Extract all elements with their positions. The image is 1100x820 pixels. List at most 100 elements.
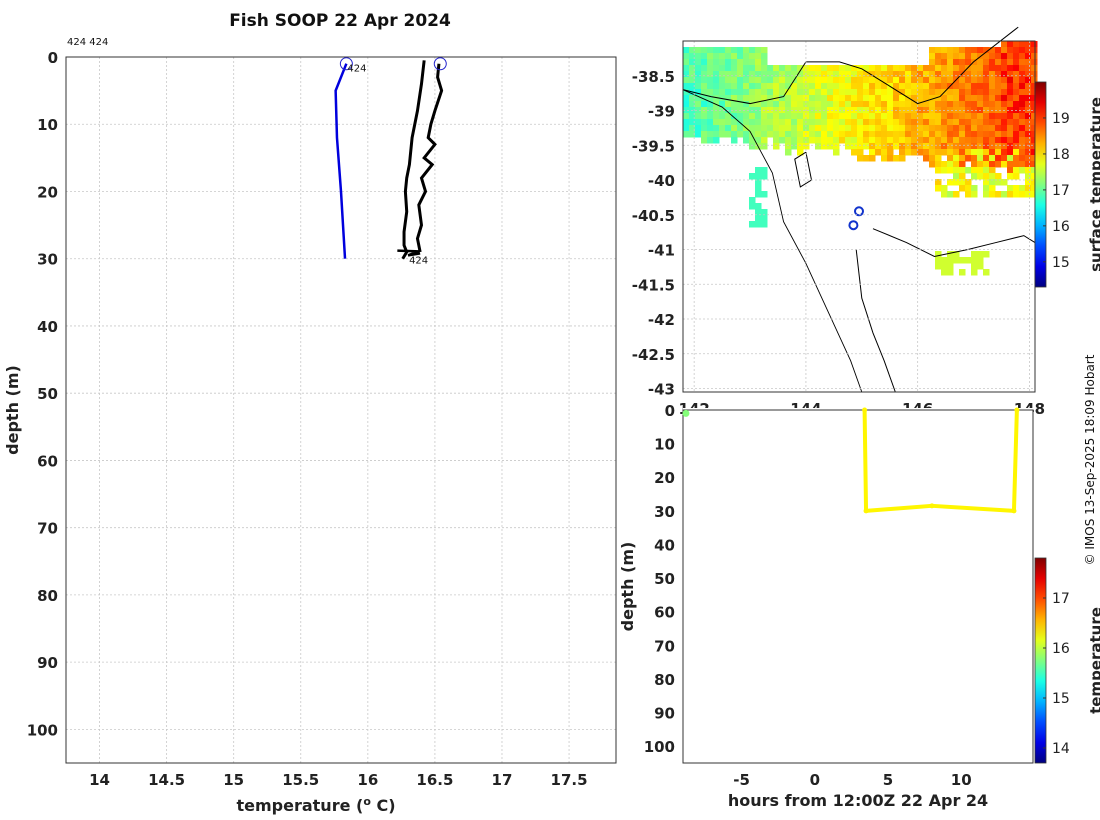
sst-cell bbox=[1007, 65, 1014, 72]
sst-cell bbox=[959, 101, 966, 108]
sst-cell bbox=[815, 65, 822, 72]
sst-cell bbox=[1007, 101, 1014, 108]
sst-cell bbox=[821, 119, 828, 126]
sst-cell bbox=[803, 77, 810, 84]
sst-cell bbox=[989, 53, 996, 60]
sst-cell bbox=[689, 77, 696, 84]
sst-cell bbox=[797, 143, 804, 150]
sst-cell bbox=[935, 131, 942, 138]
sst-cell bbox=[749, 89, 756, 96]
sst-cell bbox=[827, 71, 834, 78]
sst-cell bbox=[695, 95, 702, 102]
sst-cell bbox=[941, 149, 948, 156]
sst-cell bbox=[839, 65, 846, 72]
sst-cell bbox=[953, 149, 960, 156]
sst-cell bbox=[725, 65, 732, 72]
top-note: 424 424 bbox=[67, 37, 108, 48]
sst-cell bbox=[983, 53, 990, 60]
sst-cell bbox=[935, 65, 942, 72]
y-tick-label: 90 bbox=[37, 654, 58, 672]
sst-cell bbox=[983, 65, 990, 72]
sst-cell bbox=[977, 263, 984, 270]
sst-cell bbox=[959, 167, 966, 174]
sst-cell bbox=[971, 251, 978, 258]
sst-cell bbox=[881, 89, 888, 96]
sst-cell bbox=[1025, 53, 1032, 60]
sst-cell bbox=[797, 77, 804, 84]
sst-cell bbox=[947, 269, 954, 276]
sst-cell bbox=[953, 251, 960, 258]
temp-colorbar-tick-label: 15 bbox=[1052, 691, 1070, 707]
sst-cell bbox=[701, 77, 708, 84]
sst-cell bbox=[953, 113, 960, 120]
sst-cell bbox=[977, 83, 984, 90]
sst-cell bbox=[995, 161, 1002, 168]
sst-cell bbox=[683, 125, 690, 132]
sst-cell bbox=[965, 179, 972, 186]
sst-cell bbox=[1007, 95, 1014, 102]
sst-cell bbox=[929, 101, 936, 108]
sst-cell bbox=[839, 137, 846, 144]
sst-cell bbox=[761, 131, 768, 138]
sst-cell bbox=[737, 65, 744, 72]
sst-cell bbox=[755, 167, 762, 174]
sst-cell bbox=[959, 113, 966, 120]
sst-cell bbox=[731, 65, 738, 72]
sst-cell bbox=[947, 263, 954, 270]
sst-cell bbox=[941, 125, 948, 132]
sst-cell bbox=[1019, 101, 1026, 108]
sst-cell bbox=[863, 71, 870, 78]
sst-cell bbox=[761, 137, 768, 144]
sst-cell bbox=[863, 77, 870, 84]
ts-y-tick-label: 90 bbox=[654, 705, 675, 723]
sst-cell bbox=[1025, 143, 1032, 150]
sst-cell bbox=[947, 89, 954, 96]
sst-cell bbox=[911, 89, 918, 96]
sst-cell bbox=[833, 113, 840, 120]
sst-cell bbox=[881, 65, 888, 72]
sst-cell bbox=[695, 89, 702, 96]
sst-cell bbox=[863, 95, 870, 102]
sst-cell bbox=[953, 83, 960, 90]
sst-cell bbox=[809, 125, 816, 132]
sst-cell bbox=[689, 83, 696, 90]
temp-colorbar-bar bbox=[1034, 557, 1047, 764]
sst-cell bbox=[977, 119, 984, 126]
sst-cell bbox=[995, 131, 1002, 138]
sst-cell bbox=[1031, 65, 1038, 72]
sst-cell bbox=[863, 143, 870, 150]
sst-cell bbox=[929, 83, 936, 90]
sst-cell bbox=[1019, 149, 1026, 156]
sst-cell bbox=[1031, 149, 1038, 156]
coastline bbox=[872, 228, 1036, 257]
sst-cell bbox=[929, 77, 936, 84]
sst-cell bbox=[749, 47, 756, 54]
sst-cell bbox=[797, 83, 804, 90]
sst-cell bbox=[701, 119, 708, 126]
sst-cell bbox=[953, 101, 960, 108]
sst-cell bbox=[713, 95, 720, 102]
sst-cell bbox=[989, 143, 996, 150]
sst-cell bbox=[905, 137, 912, 144]
x-tick-label: 15 bbox=[223, 771, 244, 789]
sst-cell bbox=[737, 131, 744, 138]
sst-cell bbox=[905, 119, 912, 126]
sst-cell bbox=[995, 95, 1002, 102]
sst-cell bbox=[971, 155, 978, 162]
shelf-contour bbox=[682, 89, 863, 393]
sst-cell bbox=[893, 71, 900, 78]
sst-cell bbox=[911, 131, 918, 138]
sst-cell bbox=[917, 71, 924, 78]
sst-cell bbox=[749, 59, 756, 66]
map-lat-label: -41 bbox=[648, 242, 675, 260]
credit-text: © IMOS 13-Sep-2025 18:09 Hobart bbox=[1083, 354, 1097, 565]
sst-cell bbox=[887, 101, 894, 108]
sst-cell bbox=[773, 125, 780, 132]
sst-cell bbox=[803, 113, 810, 120]
sst-cell bbox=[863, 131, 870, 138]
sst-cell bbox=[851, 131, 858, 138]
sst-cell bbox=[833, 95, 840, 102]
sst-cell bbox=[1019, 107, 1026, 114]
sst-cell bbox=[863, 101, 870, 108]
sst-cell bbox=[965, 53, 972, 60]
